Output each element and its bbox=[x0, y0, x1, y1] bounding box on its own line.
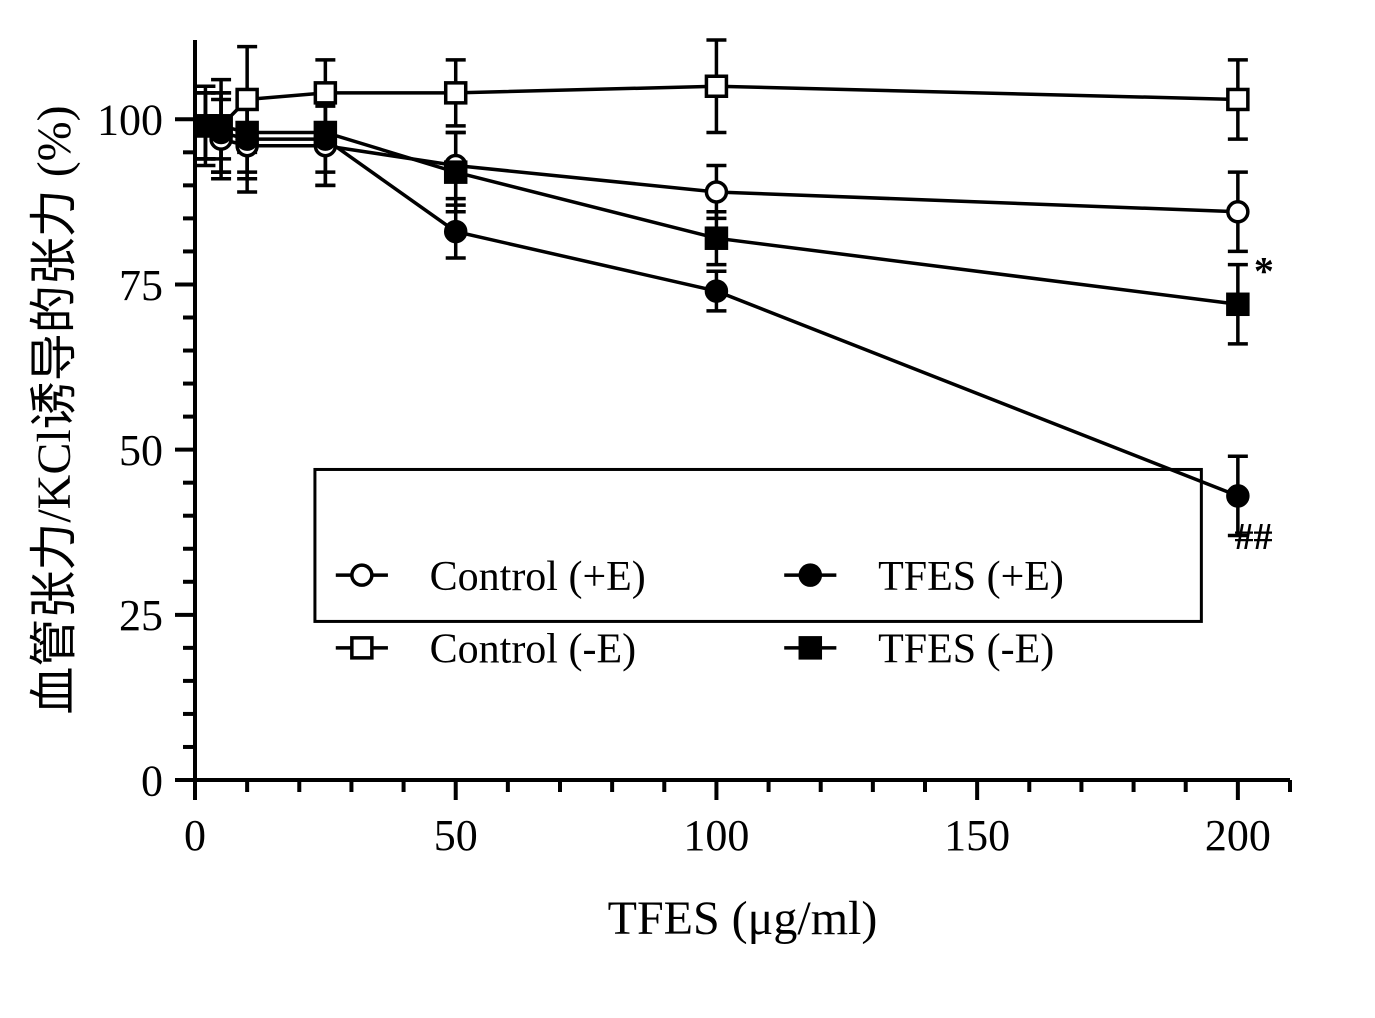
significance-mark: ## bbox=[1235, 516, 1273, 558]
x-tick-label: 150 bbox=[944, 811, 1010, 860]
y-tick-label: 25 bbox=[119, 591, 163, 640]
legend-item-tfes_plus_e: TFES (+E) bbox=[784, 554, 1064, 600]
legend-label: TFES (+E) bbox=[878, 554, 1064, 600]
legend-item-control_plus_e: Control (+E) bbox=[336, 554, 646, 600]
x-tick-label: 50 bbox=[434, 811, 478, 860]
legend-label: Control (-E) bbox=[430, 627, 636, 673]
significance-mark: * bbox=[1254, 248, 1274, 293]
legend-item-control_minus_e: Control (-E) bbox=[336, 627, 636, 673]
markers-control_minus_e bbox=[195, 76, 1247, 136]
y-tick-label: 75 bbox=[119, 261, 163, 310]
y-tick-label: 0 bbox=[141, 756, 163, 805]
legend-label: TFES (-E) bbox=[878, 627, 1054, 673]
legend-label: Control (+E) bbox=[430, 554, 646, 600]
y-axis-title: 血管张力/KCl诱导的张力 (%) bbox=[28, 105, 81, 714]
x-tick-label: 100 bbox=[683, 811, 749, 860]
chart-container: { "chart": { "type": "line", "width": 13… bbox=[0, 0, 1375, 1018]
errorbars-control_minus_e bbox=[195, 40, 1247, 172]
x-tick-label: 0 bbox=[184, 811, 206, 860]
x-axis-title: TFES (μg/ml) bbox=[608, 892, 878, 945]
y-tick-label: 50 bbox=[119, 426, 163, 475]
y-tick-label: 100 bbox=[97, 96, 163, 145]
x-tick-label: 200 bbox=[1205, 811, 1271, 860]
legend-item-tfes_minus_e: TFES (-E) bbox=[784, 627, 1054, 673]
chart-svg: 0 50 100 150 200 TFES (μg/ml) 0 25 50 75 100 血管张力/K… bbox=[0, 0, 1375, 1018]
